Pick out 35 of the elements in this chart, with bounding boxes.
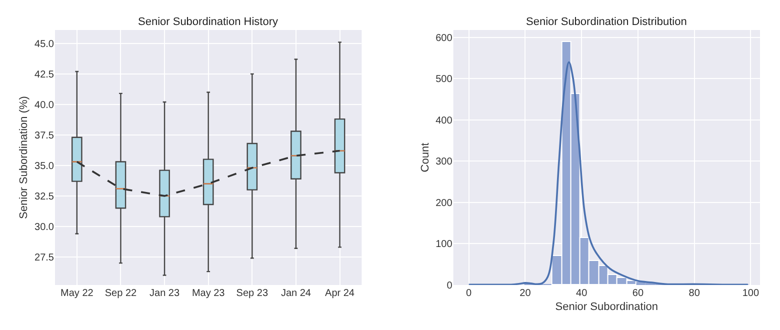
x-axis-title: Senior Subordination	[555, 301, 658, 314]
line-series	[76, 150, 341, 197]
x-tick-label: May 23	[192, 288, 226, 299]
y-tick-label: 200	[436, 198, 453, 209]
y-tick-label: 0	[446, 280, 453, 292]
y-tick-label: 42.5	[34, 69, 54, 80]
x-tick-label: 0	[466, 288, 472, 299]
x-tick-label: Jan 24	[280, 288, 312, 299]
y-axis-title: Senior Subordination (%)	[18, 96, 30, 219]
y-tick-label: 40.0	[34, 100, 54, 111]
x-tick-label: Apr 24	[325, 288, 355, 299]
line-series	[468, 61, 749, 285]
x-tick-label: May 22	[60, 288, 94, 299]
y-tick-label: 500	[436, 74, 453, 86]
y-tick-label: 27.5	[34, 252, 54, 264]
y-tick-label: 37.5	[34, 130, 54, 142]
chart-title: Senior Subordination Distribution	[526, 16, 687, 28]
chart-title: Senior Subordination History	[138, 16, 279, 28]
y-tick-label: 35.0	[34, 160, 54, 172]
x-tick-label: 100	[742, 288, 760, 299]
y-tick-label: 400	[436, 115, 453, 126]
x-tick-label: Sep 23	[236, 288, 268, 299]
y-tick-label: 100	[436, 239, 453, 250]
y-tick-label: 45.0	[34, 38, 54, 50]
x-tick-label: 40	[576, 288, 588, 299]
y-tick-label: 30.0	[34, 222, 54, 233]
y-tick-label: 300	[436, 156, 453, 168]
y-axis-title: Count	[419, 142, 432, 172]
x-tick-label: 60	[632, 288, 644, 299]
y-tick-label: 600	[436, 32, 453, 44]
x-tick-label: Sep 22	[104, 288, 137, 299]
x-tick-label: 20	[520, 288, 532, 299]
y-tick-label: 32.5	[34, 191, 54, 202]
x-tick-label: 80	[688, 288, 700, 299]
x-tick-label: Jan 23	[150, 288, 180, 299]
